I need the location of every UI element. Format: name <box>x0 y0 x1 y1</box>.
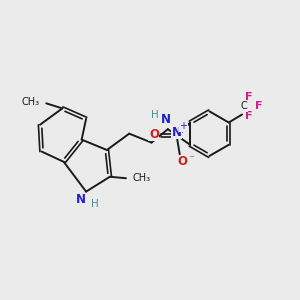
Text: N: N <box>172 126 182 139</box>
Text: ⁻: ⁻ <box>188 155 194 165</box>
Text: O: O <box>149 128 159 141</box>
Text: F: F <box>245 111 253 121</box>
Text: CH₃: CH₃ <box>21 97 39 107</box>
Text: CH₃: CH₃ <box>133 173 151 183</box>
Text: F: F <box>255 100 263 111</box>
Text: O: O <box>177 155 187 168</box>
Text: H: H <box>91 199 99 209</box>
Text: N: N <box>76 194 86 206</box>
Text: F: F <box>245 92 253 102</box>
Text: H: H <box>152 110 159 120</box>
Text: +: + <box>179 122 187 131</box>
Text: N: N <box>161 113 171 126</box>
Text: C: C <box>241 101 247 111</box>
